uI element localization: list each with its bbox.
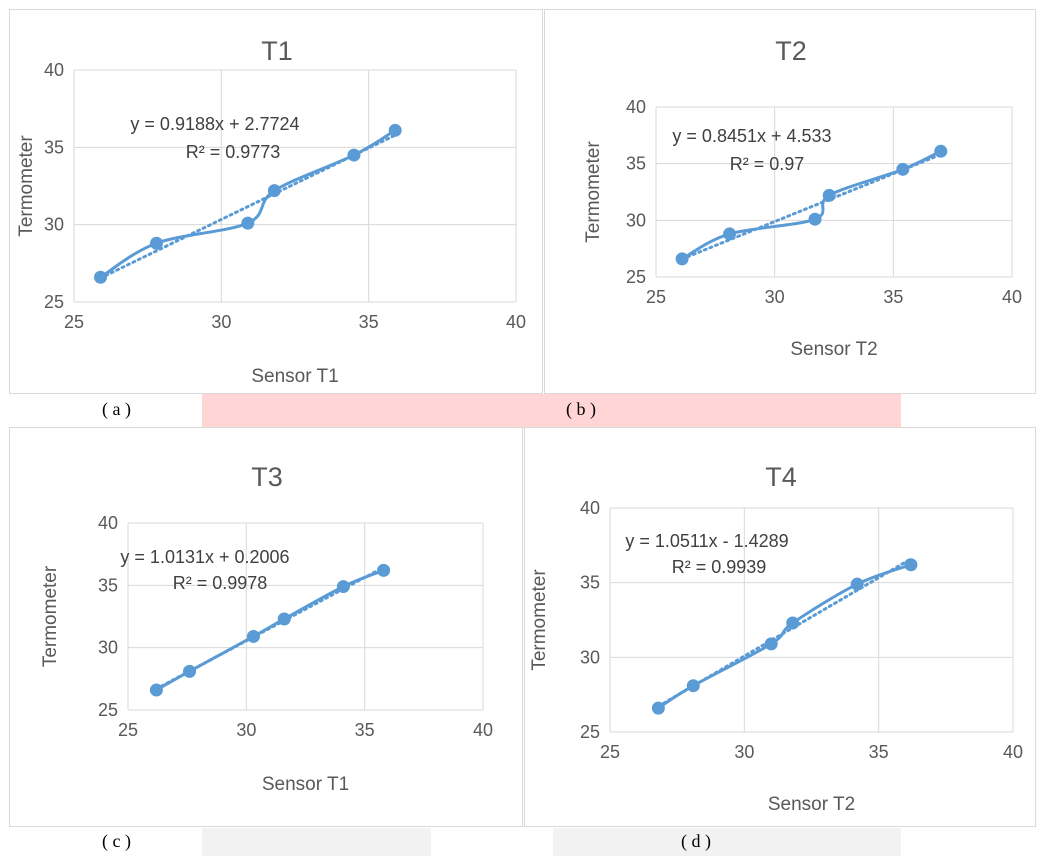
y-tick-label: 30 <box>626 210 646 230</box>
x-tick-label: 25 <box>118 720 138 740</box>
data-point <box>241 216 255 230</box>
data-point <box>94 270 108 284</box>
chart-svg: 25 30 35 40 25 30 35 40 T3 Sensor T1 Termometer y =… <box>40 462 493 795</box>
chart-title: T3 <box>251 462 283 492</box>
y-tick-label: 25 <box>580 722 600 742</box>
data-point <box>675 252 689 266</box>
trendline-equation: y = 0.8451x + 4.533 <box>672 126 831 146</box>
caption-d: ( d ) <box>681 831 711 851</box>
data-point <box>651 701 665 715</box>
data-point <box>149 683 163 697</box>
x-tick-label: 30 <box>734 742 754 762</box>
x-axis-label: Sensor T1 <box>262 774 349 795</box>
y-tick-label: 40 <box>626 97 646 117</box>
x-tick-label: 30 <box>211 312 231 332</box>
data-point <box>822 188 836 202</box>
data-point <box>904 558 918 572</box>
trendline <box>680 152 943 261</box>
data-point <box>277 612 291 626</box>
x-axis-label: Sensor T2 <box>768 794 855 815</box>
chart-title: T2 <box>775 36 807 66</box>
caption-band-b <box>202 394 901 428</box>
caption-band-d2 <box>553 828 901 856</box>
data-point <box>183 664 197 678</box>
trendline-r-squared: R² = 0.9978 <box>173 573 268 593</box>
y-axis-label: Termometer <box>16 135 37 237</box>
x-tick-label: 35 <box>883 287 903 307</box>
chart-panel-t1: 25 30 35 40 25 30 35 40 T1 Sensor T1 Termometer y =… <box>9 9 543 394</box>
data-point <box>850 577 864 591</box>
data-point <box>686 679 700 693</box>
data-point <box>764 637 778 651</box>
x-tick-label: 35 <box>869 742 889 762</box>
data-point <box>723 227 737 241</box>
trendline-equation: y = 1.0511x - 1.4289 <box>625 531 788 551</box>
y-axis-label: Termometer <box>40 565 61 667</box>
data-point <box>786 616 800 630</box>
y-tick-label: 30 <box>98 638 118 658</box>
trendline-equation: y = 0.9188x + 2.7724 <box>130 114 299 134</box>
trendline-r-squared: R² = 0.9773 <box>186 142 281 162</box>
caption-a: ( a ) <box>102 399 131 419</box>
chart-svg: 25 30 35 40 25 30 35 40 T1 Sensor T1 Termometer y =… <box>16 36 526 387</box>
caption-band-d <box>202 828 431 856</box>
y-tick-label: 25 <box>626 267 646 287</box>
data-point <box>388 123 402 137</box>
chart-panel-t3: 25 30 35 40 25 30 35 40 T3 Sensor T1 Termometer y =… <box>9 427 523 827</box>
y-tick-label: 30 <box>44 215 64 235</box>
x-tick-label: 40 <box>506 312 526 332</box>
data-point <box>896 162 910 176</box>
data-point <box>934 144 948 158</box>
y-axis-label: Termometer <box>529 569 550 671</box>
x-tick-label: 25 <box>64 312 84 332</box>
x-tick-label: 40 <box>1002 287 1022 307</box>
chart-panel-t2: 25 30 35 40 25 30 35 40 T2 Sensor T2 Termometer y =… <box>544 9 1036 394</box>
caption-b: ( b ) <box>566 399 596 419</box>
chart-title: T4 <box>765 462 797 492</box>
chart-title: T1 <box>261 36 293 66</box>
y-tick-label: 25 <box>98 700 118 720</box>
data-point <box>150 236 164 250</box>
data-point <box>336 580 350 594</box>
x-tick-label: 30 <box>236 720 256 740</box>
x-axis-label: Sensor T1 <box>251 366 338 387</box>
trendline-r-squared: R² = 0.97 <box>730 154 805 174</box>
caption-c: ( c ) <box>102 831 131 851</box>
y-tick-label: 35 <box>44 137 64 157</box>
y-tick-label: 30 <box>580 647 600 667</box>
data-point <box>377 563 391 577</box>
x-tick-label: 35 <box>355 720 375 740</box>
y-tick-label: 40 <box>580 498 600 518</box>
chart-panel-t4: 25 30 35 40 25 30 35 40 T4 Sensor T2 Termometer y =… <box>524 427 1036 827</box>
trendline-equation: y = 1.0131x + 0.2006 <box>120 547 289 567</box>
y-tick-label: 35 <box>98 575 118 595</box>
x-tick-label: 40 <box>473 720 493 740</box>
chart-svg: 25 30 35 40 25 30 35 40 T2 Sensor T2 Termometer y =… <box>583 36 1022 360</box>
y-tick-label: 35 <box>626 154 646 174</box>
y-tick-label: 35 <box>580 573 600 593</box>
y-tick-label: 25 <box>44 292 64 312</box>
data-point <box>267 184 281 198</box>
x-tick-label: 25 <box>600 742 620 762</box>
x-tick-label: 25 <box>646 287 666 307</box>
y-tick-label: 40 <box>44 60 64 80</box>
data-point <box>347 148 361 162</box>
x-tick-label: 30 <box>765 287 785 307</box>
data-point <box>246 629 260 643</box>
data-point <box>808 212 822 226</box>
x-tick-label: 40 <box>1003 742 1023 762</box>
chart-svg: 25 30 35 40 25 30 35 40 T4 Sensor T2 Termometer y =… <box>529 462 1023 815</box>
x-tick-label: 35 <box>359 312 379 332</box>
trendline-r-squared: R² = 0.9939 <box>672 557 767 577</box>
x-axis-label: Sensor T2 <box>790 339 877 360</box>
y-axis-label: Termometer <box>583 141 604 243</box>
y-tick-label: 40 <box>98 513 118 533</box>
